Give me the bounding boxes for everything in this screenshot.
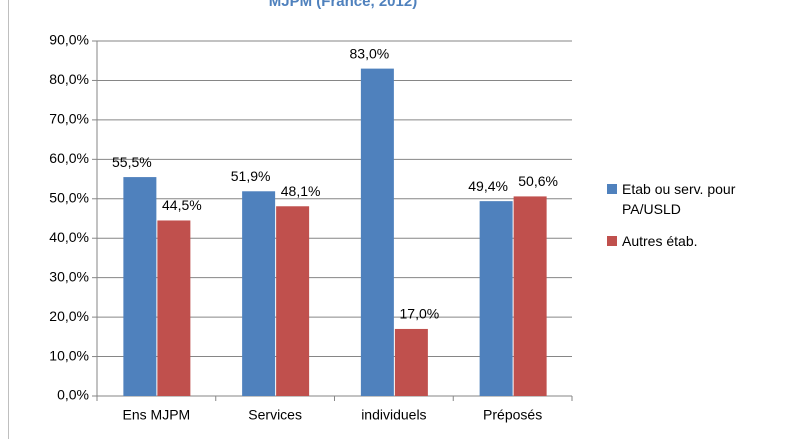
y-tick-label: 30,0% [49, 268, 89, 284]
x-tick-label: individuels [361, 407, 426, 423]
legend-swatch [607, 184, 617, 194]
x-tick-label: Préposés [483, 407, 542, 423]
data-label: 44,5% [162, 197, 202, 213]
data-label: 17,0% [400, 306, 440, 322]
bar [394, 328, 428, 396]
bar [242, 191, 276, 396]
y-tick-label: 90,0% [49, 32, 89, 48]
data-label: 83,0% [350, 45, 390, 61]
legend-item: Autres étab. [607, 231, 787, 251]
legend: Etab ou serv. pour PA/USLD Autres étab. [607, 179, 787, 263]
bar [276, 206, 310, 396]
data-label: 51,9% [231, 168, 271, 184]
legend-swatch [607, 236, 617, 246]
data-label: 55,5% [112, 154, 152, 170]
x-tick-label: Ens MJPM [123, 407, 191, 423]
y-tick-label: 40,0% [49, 229, 89, 245]
y-tick-label: 80,0% [49, 71, 89, 87]
bar [157, 220, 191, 396]
bar [479, 201, 513, 396]
data-label: 49,4% [468, 178, 508, 194]
chart-title: MJPM (France, 2012) [269, 0, 417, 10]
legend-item: Etab ou serv. pour PA/USLD [607, 179, 787, 219]
y-tick-label: 60,0% [49, 150, 89, 166]
y-tick-label: 70,0% [49, 111, 89, 127]
y-tick-label: 50,0% [49, 189, 89, 205]
bar [123, 177, 157, 396]
y-tick-label: 0,0% [57, 387, 89, 403]
legend-label: Autres étab. [622, 233, 698, 249]
legend-label: Etab ou serv. pour PA/USLD [622, 181, 736, 217]
data-label: 48,1% [281, 183, 321, 199]
y-tick-label: 10,0% [49, 347, 89, 363]
y-tick-label: 20,0% [49, 308, 89, 324]
bar [360, 68, 394, 396]
x-tick-label: Services [248, 407, 302, 423]
bar [513, 196, 547, 396]
data-label: 50,6% [518, 173, 558, 189]
